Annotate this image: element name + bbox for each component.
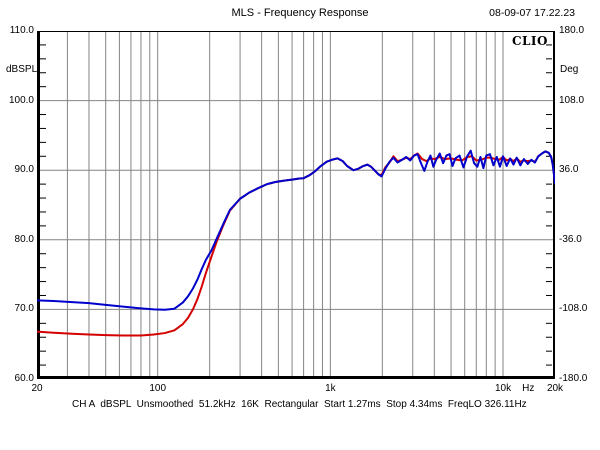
right-axis-tick-label: 180.0 [559, 25, 585, 36]
plot-area: CLIO [37, 31, 555, 379]
x-axis-unit-label: Hz [522, 383, 535, 394]
left-axis-tick-label: 110.0 [9, 25, 34, 36]
left-axis-tick-label: 100.0 [8, 94, 34, 106]
right-axis-tick-label: 108.0 [559, 94, 585, 106]
measurement-datetime: 08-09-07 17.22.23 [489, 7, 575, 19]
left-axis-tick-label: 70.0 [14, 303, 34, 315]
response-blue-curve [37, 149, 555, 311]
x-axis-tick-label: 10k [494, 383, 512, 394]
right-axis-unit-label: Deg [560, 64, 579, 75]
clio-logo: CLIO [511, 34, 548, 48]
measurement-status-line: CH A dBSPL Unsmoothed 51.2kHz 16K Rectan… [72, 399, 527, 410]
right-axis-tick-label: -108.0 [559, 303, 588, 315]
right-axis-tick-label: -36.0 [559, 233, 582, 245]
x-axis-tick-label: 100 [149, 383, 167, 394]
x-axis-tick-label: 20k [546, 383, 564, 394]
left-axis-tick-label: 60.0 [14, 373, 34, 384]
left-axis-unit-label: dBSPL [6, 64, 38, 75]
x-axis-tick-label: 1k [325, 383, 336, 394]
left-axis-tick-label: 90.0 [14, 164, 34, 176]
right-axis-tick-label: -180.0 [559, 373, 588, 384]
x-axis-tick-label: 20 [31, 383, 43, 394]
frequency-response-plot [37, 31, 555, 379]
left-axis-tick-label: 80.0 [14, 233, 34, 245]
right-axis-tick-label: 36.0 [559, 164, 579, 176]
chart-title: MLS - Frequency Response [231, 7, 369, 19]
